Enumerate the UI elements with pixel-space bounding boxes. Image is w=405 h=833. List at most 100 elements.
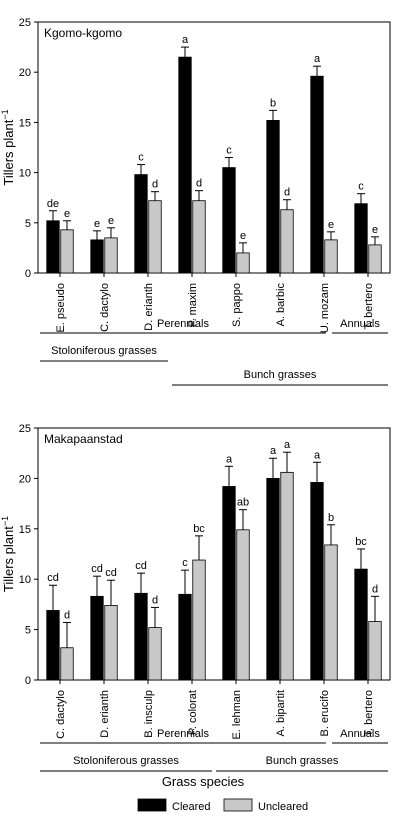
bar-cleared bbox=[266, 477, 280, 681]
group-label: Stoloniferous grasses bbox=[51, 345, 157, 357]
significance-label: bc bbox=[355, 536, 367, 548]
bar-cleared bbox=[134, 174, 148, 274]
category-label: A. bipartit bbox=[275, 690, 287, 736]
y-axis-label: Tillers plant−1 bbox=[0, 516, 16, 592]
bar-uncleared bbox=[192, 200, 206, 274]
significance-label: c bbox=[226, 145, 232, 157]
legend-swatch-cleared bbox=[137, 798, 167, 812]
panel-makapaanstad: Makapaanstad 0 5 10 15 20 25 Tillers plant−1 C. … bbox=[0, 423, 391, 772]
bar-cleared bbox=[178, 593, 192, 681]
bar-uncleared bbox=[368, 621, 382, 681]
category-label: B. erucifo bbox=[319, 690, 331, 736]
bar-uncleared bbox=[60, 647, 74, 681]
y-tick-label: 15 bbox=[19, 524, 31, 536]
bar-uncleared bbox=[148, 200, 162, 274]
category-label: C. dactylo bbox=[99, 283, 111, 332]
bar-cleared bbox=[222, 486, 236, 681]
category-label: B. insculp bbox=[143, 690, 155, 738]
group-label: Perennials bbox=[157, 318, 209, 330]
significance-label: a bbox=[182, 34, 189, 46]
category-label: P. colorat bbox=[187, 690, 199, 735]
significance-label: e bbox=[240, 230, 246, 242]
bar-uncleared bbox=[104, 237, 118, 274]
x-axis-label: Grass species bbox=[162, 774, 245, 789]
group-label: Annuals bbox=[340, 728, 380, 740]
significance-label: cd bbox=[105, 567, 117, 579]
y-tick-label: 10 bbox=[19, 574, 31, 586]
y-axis-label-superscript: −1 bbox=[0, 516, 10, 526]
bar-cleared bbox=[310, 482, 324, 681]
significance-label: a bbox=[226, 453, 233, 465]
bar-uncleared bbox=[324, 544, 338, 681]
bar-cleared bbox=[266, 119, 280, 274]
y-tick-label: 0 bbox=[25, 268, 31, 280]
panel-title: Makapaanstad bbox=[44, 432, 123, 446]
y-tick-label: 20 bbox=[19, 473, 31, 485]
significance-label: a bbox=[270, 445, 277, 457]
legend: Cleared Uncleared bbox=[137, 798, 308, 813]
significance-label: c bbox=[138, 152, 144, 164]
bar-cleared bbox=[222, 167, 236, 274]
category-label: E. pseudo bbox=[55, 283, 67, 333]
significance-label: cd bbox=[47, 572, 59, 584]
significance-label: c bbox=[358, 181, 364, 193]
y-tick-label: 15 bbox=[19, 117, 31, 129]
legend-label-uncleared: Uncleared bbox=[258, 801, 308, 813]
bar-cleared bbox=[354, 568, 368, 681]
y-tick-label: 20 bbox=[19, 67, 31, 79]
bar-uncleared bbox=[104, 605, 118, 681]
plot-frame bbox=[37, 427, 391, 681]
bar-cleared bbox=[90, 239, 104, 274]
category-label: U. mozam bbox=[319, 283, 331, 333]
significance-label: a bbox=[284, 439, 291, 451]
significance-label: a bbox=[314, 449, 321, 461]
significance-label: d bbox=[152, 594, 158, 606]
bar-cleared bbox=[46, 220, 60, 274]
significance-label: e bbox=[108, 215, 114, 227]
significance-label: e bbox=[64, 208, 70, 220]
bar-uncleared bbox=[368, 244, 382, 274]
significance-label: d bbox=[64, 610, 70, 622]
category-label: D. erianth bbox=[99, 690, 111, 738]
bar-cleared bbox=[90, 595, 104, 681]
bar-cleared bbox=[354, 203, 368, 274]
significance-label: b bbox=[270, 97, 276, 109]
group-label: Stoloniferous grasses bbox=[73, 755, 179, 767]
significance-label: cd bbox=[135, 560, 147, 572]
significance-label: b bbox=[328, 512, 334, 524]
y-tick-label: 25 bbox=[19, 423, 31, 435]
bar-uncleared bbox=[324, 239, 338, 274]
legend-label-cleared: Cleared bbox=[172, 801, 211, 813]
category-label: T. bertero bbox=[363, 283, 375, 329]
bar-uncleared bbox=[280, 209, 294, 274]
significance-label: ab bbox=[237, 497, 249, 509]
bar-cleared bbox=[46, 610, 60, 681]
y-tick-label: 0 bbox=[25, 675, 31, 687]
group-label: Perennials bbox=[157, 728, 209, 740]
significance-label: de bbox=[47, 198, 59, 210]
y-tick-label: 5 bbox=[25, 218, 31, 230]
significance-label: d bbox=[372, 583, 378, 595]
bar-cleared bbox=[134, 592, 148, 681]
panel-kgomo-kgomo: Kgomo-kgomo 0 5 10 15 20 25 Tillers plant−1 E. p… bbox=[0, 17, 391, 386]
y-tick-label: 5 bbox=[25, 625, 31, 637]
plot-frame bbox=[37, 21, 391, 274]
category-label: A. barbic bbox=[275, 283, 287, 327]
bar-uncleared bbox=[148, 627, 162, 681]
panel-title: Kgomo-kgomo bbox=[44, 26, 122, 40]
bar-uncleared bbox=[236, 252, 250, 274]
bar-cleared bbox=[310, 75, 324, 274]
significance-label: bc bbox=[193, 523, 205, 535]
group-label: Bunch grasses bbox=[266, 755, 339, 767]
y-tick-label: 25 bbox=[19, 17, 31, 29]
significance-label: a bbox=[314, 53, 321, 65]
significance-label: e bbox=[372, 224, 378, 236]
category-label: D. erianth bbox=[143, 283, 155, 331]
bar-uncleared bbox=[236, 529, 250, 681]
y-tick-label: 10 bbox=[19, 168, 31, 180]
bar-uncleared bbox=[60, 229, 74, 274]
category-label: C. dactylo bbox=[55, 690, 67, 739]
significance-label: d bbox=[196, 178, 202, 190]
significance-label: d bbox=[284, 187, 290, 199]
